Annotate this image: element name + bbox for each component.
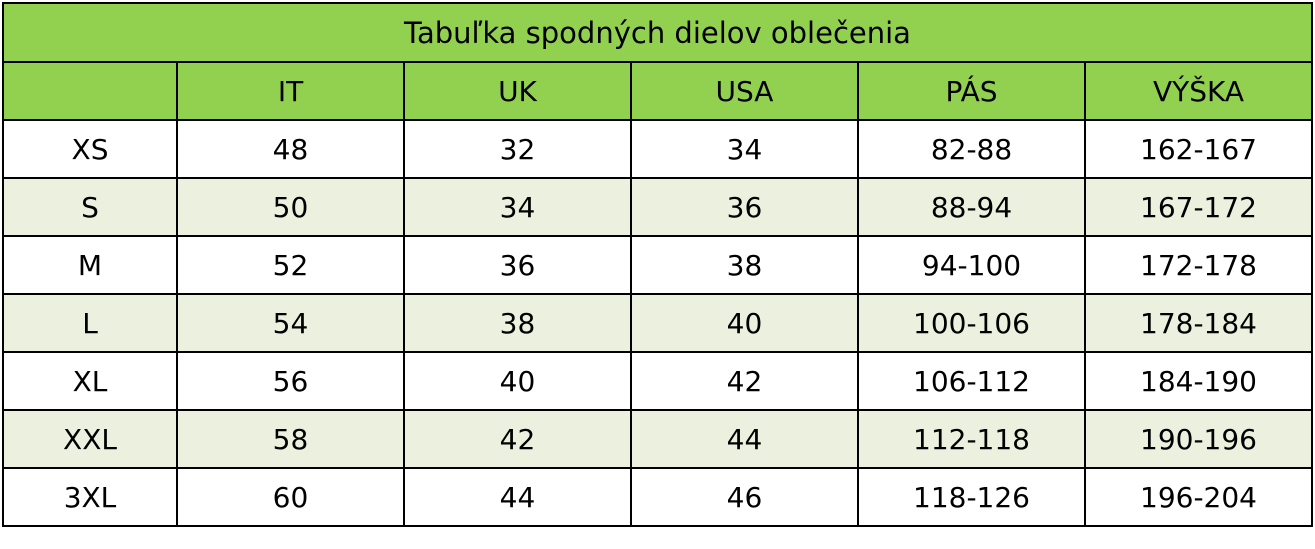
table-cell: 54	[176, 293, 405, 353]
table-cell: 94-100	[857, 235, 1086, 295]
table-cell: 44	[630, 409, 859, 469]
table-cell: 48	[176, 119, 405, 179]
table-row: XXL 58 42 44 112-118 190-196	[2, 409, 1313, 469]
row-label: XL	[2, 351, 178, 411]
row-label: 3XL	[2, 467, 178, 527]
table-cell: 162-167	[1084, 119, 1313, 179]
table-cell: 172-178	[1084, 235, 1313, 295]
table-cell: 190-196	[1084, 409, 1313, 469]
size-table: Tabuľka spodných dielov oblečenia IT UK US…	[2, 2, 1313, 527]
table-cell: 82-88	[857, 119, 1086, 179]
table-cell: 34	[630, 119, 859, 179]
table-row: M 52 36 38 94-100 172-178	[2, 235, 1313, 295]
table-row: S 50 34 36 88-94 167-172	[2, 177, 1313, 237]
table-title: Tabuľka spodných dielov oblečenia	[2, 2, 1313, 63]
table-cell: 184-190	[1084, 351, 1313, 411]
table-cell: 36	[630, 177, 859, 237]
table-row: L 54 38 40 100-106 178-184	[2, 293, 1313, 353]
table-cell: 50	[176, 177, 405, 237]
table-cell: 40	[403, 351, 632, 411]
row-label: XXL	[2, 409, 178, 469]
column-header: VÝŠKA	[1084, 61, 1313, 121]
table-cell: 34	[403, 177, 632, 237]
table-cell: 40	[630, 293, 859, 353]
table-row: 3XL 60 44 46 118-126 196-204	[2, 467, 1313, 527]
table-cell: 36	[403, 235, 632, 295]
table-cell: 38	[403, 293, 632, 353]
table-cell: 38	[630, 235, 859, 295]
table-cell: 167-172	[1084, 177, 1313, 237]
column-header: PÁS	[857, 61, 1086, 121]
table-cell: 56	[176, 351, 405, 411]
row-label: L	[2, 293, 178, 353]
table-row: XL 56 40 42 106-112 184-190	[2, 351, 1313, 411]
table-cell: 42	[630, 351, 859, 411]
row-label: S	[2, 177, 178, 237]
table-cell: 52	[176, 235, 405, 295]
table-cell: 118-126	[857, 467, 1086, 527]
table-cell: 178-184	[1084, 293, 1313, 353]
table-cell: 42	[403, 409, 632, 469]
column-header: IT	[176, 61, 405, 121]
table-cell: 88-94	[857, 177, 1086, 237]
table-cell: 106-112	[857, 351, 1086, 411]
table-cell: 46	[630, 467, 859, 527]
row-label: M	[2, 235, 178, 295]
table-cell: 44	[403, 467, 632, 527]
column-header: USA	[630, 61, 859, 121]
column-header: UK	[403, 61, 632, 121]
table-cell: 100-106	[857, 293, 1086, 353]
row-label: XS	[2, 119, 178, 179]
table-cell: 196-204	[1084, 467, 1313, 527]
table-cell: 32	[403, 119, 632, 179]
table-cell: 112-118	[857, 409, 1086, 469]
table-cell: 60	[176, 467, 405, 527]
table-row: XS 48 32 34 82-88 162-167	[2, 119, 1313, 179]
header-corner	[2, 61, 178, 121]
table-cell: 58	[176, 409, 405, 469]
